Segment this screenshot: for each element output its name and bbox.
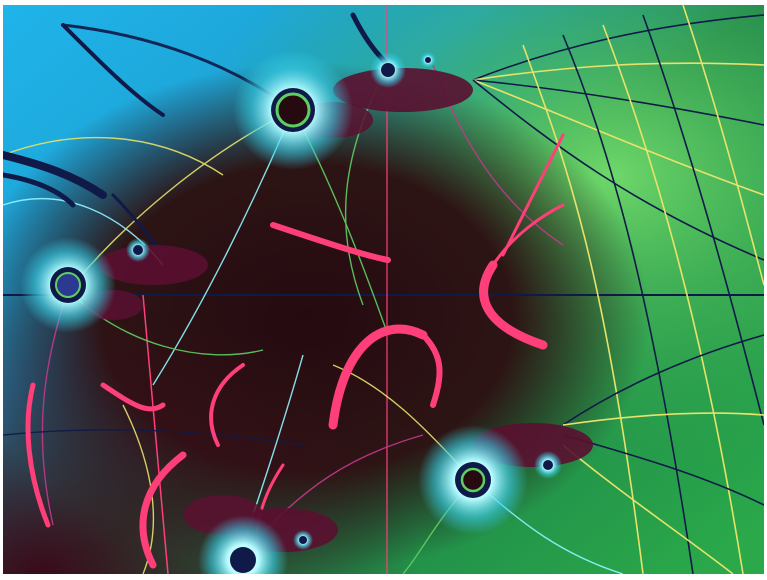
halo-nodes — [20, 50, 562, 574]
pink-ribbons — [25, 133, 565, 569]
fractal-image — [3, 5, 764, 574]
fractal-canvas — [3, 5, 764, 574]
radiating-grid-lines — [472, 5, 764, 574]
navy-branches — [3, 12, 391, 257]
